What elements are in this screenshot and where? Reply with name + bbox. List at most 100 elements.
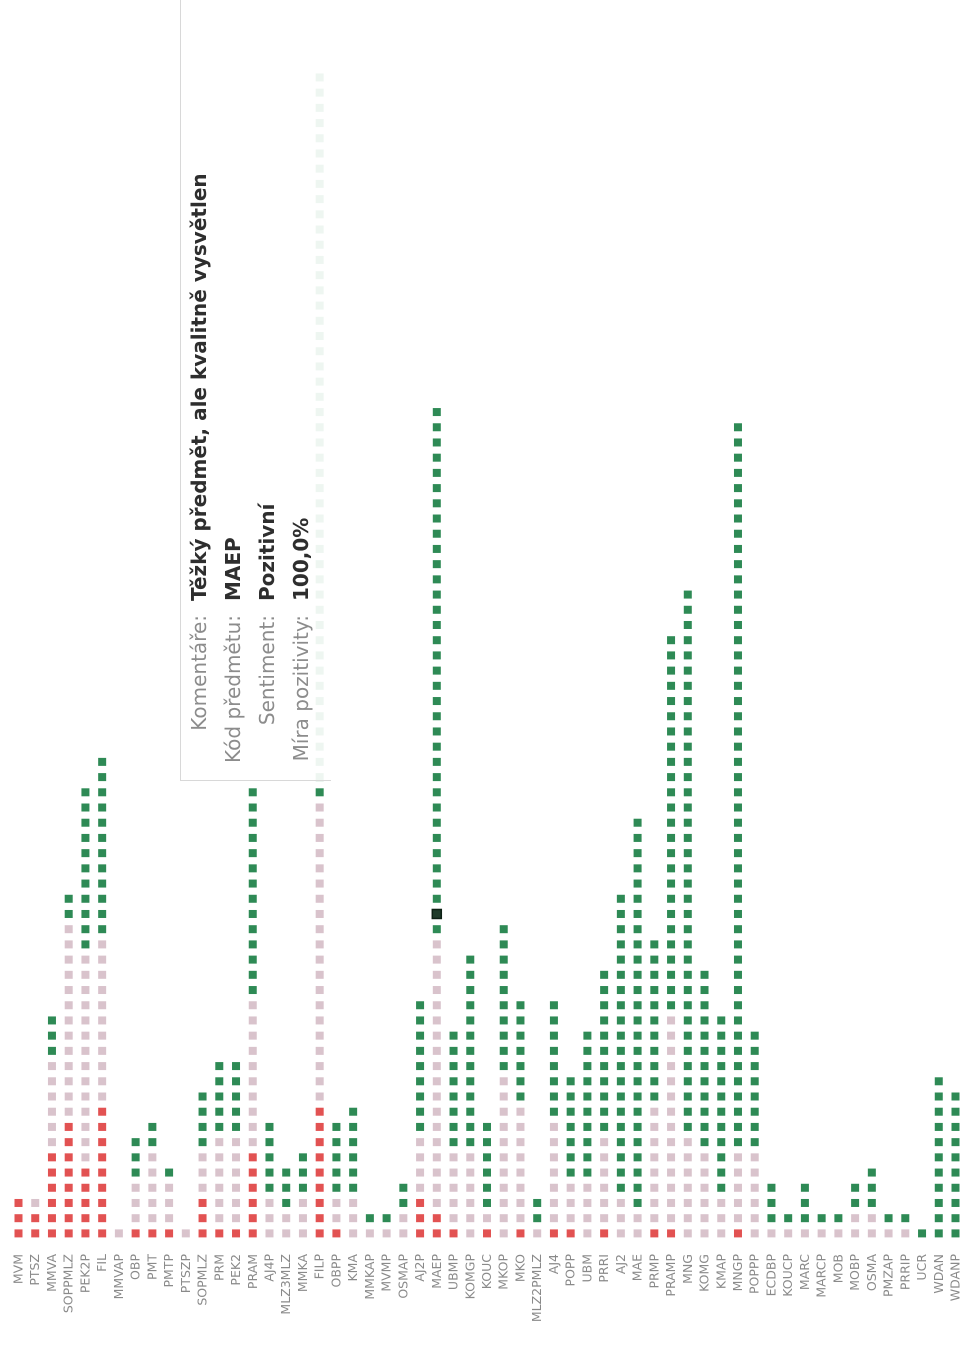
unit-square-neutrální[interactable]: [81, 1153, 90, 1162]
unit-square-pozitivní[interactable]: [650, 1001, 659, 1010]
unit-square-neutrální[interactable]: [750, 1198, 759, 1207]
unit-square-pozitivní[interactable]: [934, 1092, 943, 1101]
unit-square-pozitivní[interactable]: [633, 1092, 642, 1101]
unit-square-pozitivní[interactable]: [733, 651, 742, 660]
unit-square-neutrální[interactable]: [499, 1092, 508, 1101]
unit-square-neutrální[interactable]: [248, 1046, 257, 1055]
unit-square-neutrální[interactable]: [432, 970, 441, 979]
unit-square-pozitivní[interactable]: [733, 575, 742, 584]
unit-square-pozitivní[interactable]: [750, 1107, 759, 1116]
unit-square-pozitivní[interactable]: [633, 1168, 642, 1177]
unit-square-neutrální[interactable]: [416, 1168, 425, 1177]
unit-square-pozitivní[interactable]: [64, 909, 73, 918]
unit-square-neutrální[interactable]: [298, 1229, 307, 1238]
unit-square-neutrální[interactable]: [750, 1214, 759, 1223]
unit-square-negativní[interactable]: [98, 1198, 107, 1207]
unit-square-pozitivní[interactable]: [499, 955, 508, 964]
unit-square-neutrální[interactable]: [399, 1214, 408, 1223]
unit-square-pozitivní[interactable]: [432, 697, 441, 706]
unit-square-neutrální[interactable]: [449, 1183, 458, 1192]
unit-square-neutrální[interactable]: [432, 1092, 441, 1101]
unit-square-pozitivní[interactable]: [98, 879, 107, 888]
unit-square-pozitivní[interactable]: [600, 1016, 609, 1025]
unit-square-pozitivní[interactable]: [232, 1062, 241, 1071]
unit-square-pozitivní[interactable]: [399, 1198, 408, 1207]
unit-square-neutrální[interactable]: [198, 1168, 207, 1177]
unit-square-pozitivní[interactable]: [683, 788, 692, 797]
unit-square-neutrální[interactable]: [165, 1183, 174, 1192]
unit-square-pozitivní[interactable]: [416, 1107, 425, 1116]
unit-square-pozitivní[interactable]: [683, 1001, 692, 1010]
unit-square-pozitivní[interactable]: [717, 1107, 726, 1116]
unit-square-pozitivní[interactable]: [633, 1183, 642, 1192]
unit-square-pozitivní[interactable]: [733, 742, 742, 751]
unit-square-pozitivní[interactable]: [733, 560, 742, 569]
unit-square-pozitivní[interactable]: [349, 1183, 358, 1192]
unit-square-neutrální[interactable]: [834, 1229, 843, 1238]
unit-square-negativní[interactable]: [47, 1183, 56, 1192]
unit-square-pozitivní[interactable]: [700, 1031, 709, 1040]
unit-square-neutrální[interactable]: [667, 1031, 676, 1040]
unit-square-neutrální[interactable]: [399, 1229, 408, 1238]
unit-square-pozitivní[interactable]: [499, 1031, 508, 1040]
unit-square-pozitivní[interactable]: [432, 818, 441, 827]
unit-square-pozitivní[interactable]: [683, 605, 692, 614]
unit-square-pozitivní[interactable]: [733, 681, 742, 690]
unit-square-neutrální[interactable]: [81, 970, 90, 979]
unit-square-pozitivní[interactable]: [432, 575, 441, 584]
unit-square-negativní[interactable]: [31, 1229, 40, 1238]
unit-square-pozitivní[interactable]: [499, 940, 508, 949]
unit-square-pozitivní[interactable]: [81, 818, 90, 827]
unit-square-pozitivní[interactable]: [683, 1122, 692, 1131]
unit-square-pozitivní[interactable]: [667, 940, 676, 949]
unit-square-neutrální[interactable]: [98, 940, 107, 949]
unit-square-pozitivní[interactable]: [549, 1062, 558, 1071]
unit-square-pozitivní[interactable]: [432, 727, 441, 736]
unit-square-pozitivní[interactable]: [650, 1046, 659, 1055]
unit-square-pozitivní[interactable]: [349, 1168, 358, 1177]
unit-square-neutrální[interactable]: [449, 1168, 458, 1177]
unit-square-neutrální[interactable]: [148, 1183, 157, 1192]
unit-square-neutrální[interactable]: [349, 1229, 358, 1238]
unit-square-neutrální[interactable]: [784, 1229, 793, 1238]
unit-square-pozitivní[interactable]: [232, 1077, 241, 1086]
unit-square-pozitivní[interactable]: [951, 1229, 960, 1238]
unit-square-neutrální[interactable]: [315, 955, 324, 964]
unit-square-pozitivní[interactable]: [466, 1031, 475, 1040]
unit-square-pozitivní[interactable]: [282, 1168, 291, 1177]
unit-square-neutrální[interactable]: [466, 1198, 475, 1207]
unit-square-pozitivní[interactable]: [432, 636, 441, 645]
unit-square-pozitivní[interactable]: [733, 590, 742, 599]
unit-square-neutrální[interactable]: [98, 970, 107, 979]
unit-square-negativní[interactable]: [667, 1229, 676, 1238]
unit-square-neutrální[interactable]: [499, 1107, 508, 1116]
unit-square-pozitivní[interactable]: [700, 970, 709, 979]
unit-square-pozitivní[interactable]: [683, 909, 692, 918]
unit-square-pozitivní[interactable]: [265, 1153, 274, 1162]
unit-square-pozitivní[interactable]: [934, 1229, 943, 1238]
unit-square-neutrální[interactable]: [717, 1198, 726, 1207]
unit-square-neutrální[interactable]: [81, 1077, 90, 1086]
unit-square-pozitivní[interactable]: [683, 894, 692, 903]
unit-square-neutrální[interactable]: [81, 955, 90, 964]
unit-square-negativní[interactable]: [215, 1229, 224, 1238]
unit-square-pozitivní[interactable]: [733, 499, 742, 508]
unit-square-neutrální[interactable]: [549, 1214, 558, 1223]
unit-square-neutrální[interactable]: [683, 1168, 692, 1177]
unit-square-negativní[interactable]: [64, 1153, 73, 1162]
unit-square-pozitivní[interactable]: [516, 1092, 525, 1101]
unit-square-neutrální[interactable]: [215, 1168, 224, 1177]
unit-square-pozitivní[interactable]: [700, 1077, 709, 1086]
unit-square-neutrální[interactable]: [315, 1016, 324, 1025]
unit-square-neutrální[interactable]: [683, 1229, 692, 1238]
unit-square-neutrální[interactable]: [583, 1229, 592, 1238]
unit-square-pozitivní[interactable]: [733, 788, 742, 797]
unit-square-negativní[interactable]: [232, 1229, 241, 1238]
unit-square-neutrální[interactable]: [315, 879, 324, 888]
unit-square-neutrální[interactable]: [198, 1153, 207, 1162]
unit-square-neutrální[interactable]: [64, 1077, 73, 1086]
unit-square-pozitivní[interactable]: [667, 666, 676, 675]
unit-square-pozitivní[interactable]: [616, 1046, 625, 1055]
unit-square-pozitivní[interactable]: [483, 1168, 491, 1177]
unit-square-pozitivní[interactable]: [717, 1153, 726, 1162]
